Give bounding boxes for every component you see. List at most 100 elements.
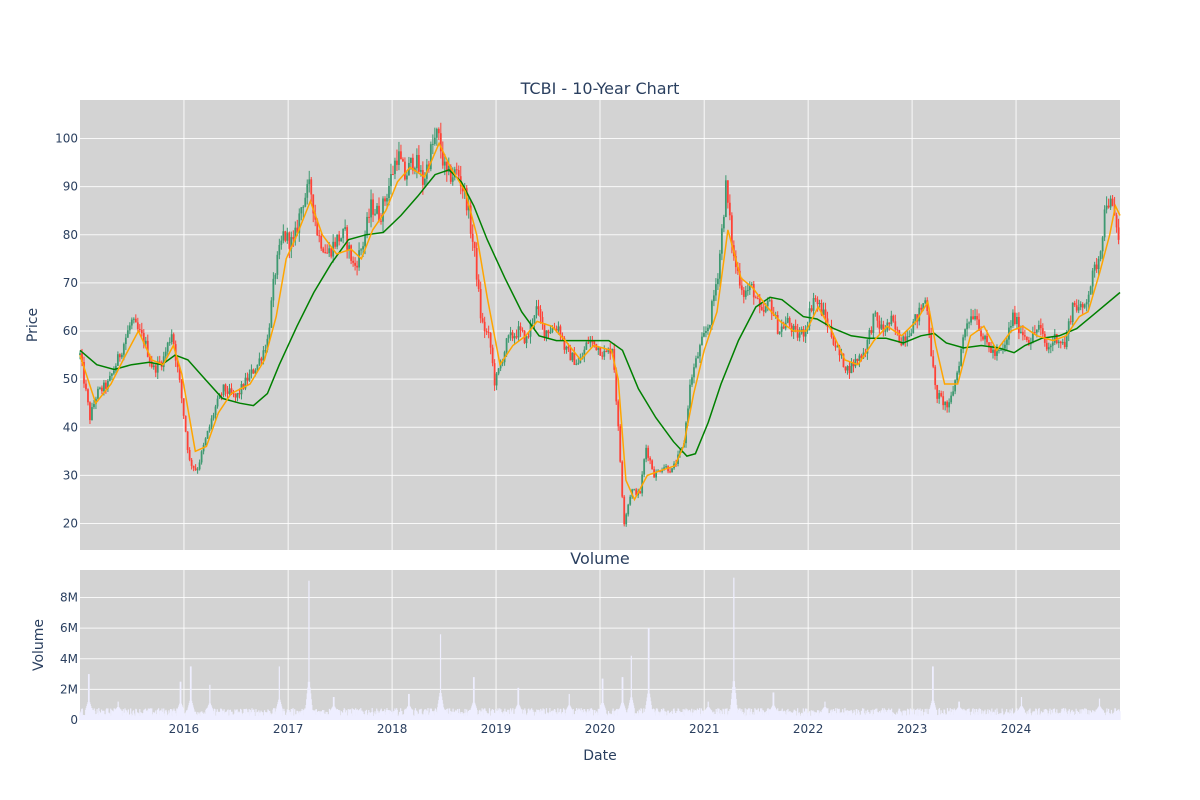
candle-body	[914, 314, 917, 322]
candle-body	[250, 369, 253, 374]
candle-body	[589, 341, 592, 343]
candle-body	[844, 367, 847, 371]
candle-body	[79, 353, 81, 356]
price-y-axis-title: Price	[25, 308, 41, 342]
volume-y-tick-label: 2M	[60, 682, 78, 696]
volume-bar	[622, 677, 624, 720]
candle-body	[364, 234, 366, 247]
candle-body	[310, 179, 313, 195]
candle-body	[368, 216, 370, 218]
candle-body	[148, 356, 151, 362]
long-moving-average-line	[79, 168, 1121, 457]
volume-bar	[1119, 711, 1121, 720]
volume-bar	[630, 655, 632, 720]
candle-body	[93, 403, 95, 408]
volume-bar	[913, 708, 915, 720]
candle-body	[920, 307, 923, 310]
volume-bar	[124, 709, 127, 720]
candle-body	[340, 238, 343, 242]
candle-body	[1101, 237, 1104, 252]
volume-bar	[920, 710, 922, 720]
volume-bar	[802, 708, 804, 720]
candle-body	[1012, 312, 1014, 326]
candle-body	[384, 198, 386, 202]
candle-body	[836, 346, 839, 348]
candle-body	[601, 355, 604, 357]
candle-body	[282, 231, 285, 241]
candle-body	[824, 309, 827, 319]
candle-body	[396, 160, 398, 165]
candle-body	[304, 197, 307, 207]
candle-body	[728, 202, 731, 216]
candle-body	[635, 489, 638, 496]
volume-bar	[767, 708, 769, 720]
candle-body	[483, 321, 486, 332]
volume-bar	[914, 710, 917, 720]
candle-body	[1093, 264, 1096, 271]
volume-bar	[736, 704, 738, 720]
candle-body	[549, 331, 552, 334]
candle-body	[982, 336, 984, 340]
candle-body	[573, 352, 576, 365]
volume-y-tick-label: 0	[70, 713, 78, 727]
candle-body	[894, 321, 897, 330]
candle-body	[306, 184, 309, 198]
candle-body	[330, 248, 333, 257]
candle-body	[541, 317, 544, 324]
candle-body	[1039, 325, 1042, 329]
candle-body	[380, 220, 382, 222]
volume-bar	[180, 681, 182, 720]
candle-body	[1095, 264, 1098, 270]
volume-bar	[733, 577, 735, 720]
candle-body	[81, 353, 83, 362]
candle-body	[922, 303, 925, 310]
candle-body	[587, 342, 590, 344]
candle-body	[256, 364, 259, 371]
candle-body	[762, 309, 765, 312]
candle-body	[103, 382, 105, 392]
candle-body	[1023, 335, 1026, 337]
volume-bar	[1046, 710, 1048, 720]
candle-body	[794, 325, 797, 330]
candle-body	[264, 350, 267, 352]
candle-body	[110, 373, 113, 376]
candle-body	[527, 336, 530, 338]
candle-body	[577, 362, 580, 364]
candle-body	[1073, 302, 1076, 306]
candle-body	[948, 402, 951, 408]
volume-bar	[919, 708, 921, 720]
candle-body	[597, 347, 600, 350]
price-gridlines	[80, 100, 1120, 550]
candle-body	[940, 393, 943, 397]
candle-body	[1079, 303, 1082, 308]
candle-body	[188, 449, 191, 460]
candle-body	[699, 345, 701, 357]
volume-bar	[81, 708, 83, 720]
candle-body	[372, 199, 374, 215]
candle-body	[154, 365, 157, 373]
volume-bar	[876, 711, 878, 720]
volume-bar	[744, 708, 746, 720]
price-y-tick-label: 60	[63, 324, 78, 338]
candle-body	[1045, 342, 1048, 350]
candle-body	[89, 402, 91, 421]
candle-body	[645, 447, 648, 460]
volume-bar	[748, 708, 750, 720]
candle-body	[918, 307, 921, 322]
candle-body	[619, 426, 622, 462]
candle-body	[966, 323, 968, 330]
volume-bar	[729, 709, 731, 720]
volume-bar	[562, 708, 565, 720]
volume-bar	[676, 711, 678, 720]
candle-body	[1035, 329, 1038, 333]
volume-bar	[503, 711, 505, 720]
candle-body	[792, 325, 795, 333]
volume-bar	[278, 666, 280, 720]
candle-body	[1057, 341, 1060, 344]
volume-bar	[257, 711, 259, 720]
candle-body	[164, 351, 167, 357]
candle-body	[176, 360, 179, 368]
candle-body	[471, 233, 474, 242]
candle-body	[858, 355, 861, 362]
